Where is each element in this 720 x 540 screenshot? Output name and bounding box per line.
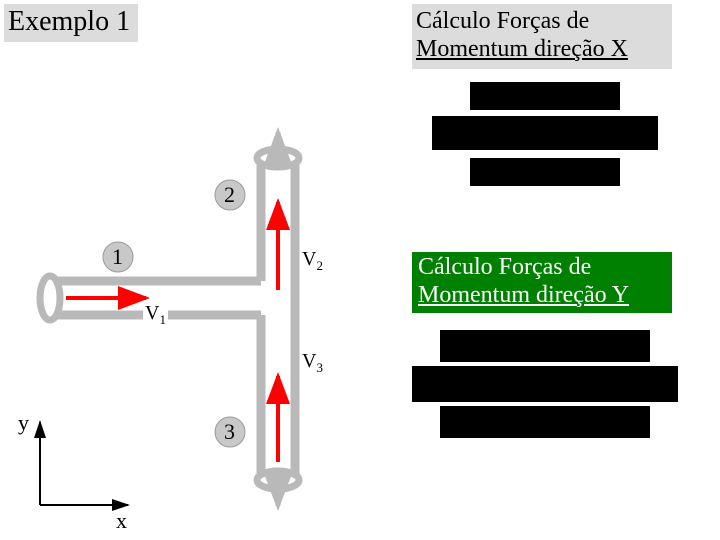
label-v1: V1 [143,302,168,328]
slide: Exemplo 1 Cálculo Forças de Momentum dir… [0,0,720,540]
node-2-label: 2 [224,182,235,208]
node-1-label: 1 [112,244,123,270]
pipe-end-left [40,276,60,320]
axis-x-label: x [116,508,127,534]
axis-y-label: y [18,410,29,436]
label-v2: V2 [302,248,323,274]
axes [40,422,128,505]
label-v3: V3 [302,350,323,376]
node-3-label: 3 [224,419,235,445]
pipe-outline [50,158,295,480]
pipe-diagram [0,0,720,540]
